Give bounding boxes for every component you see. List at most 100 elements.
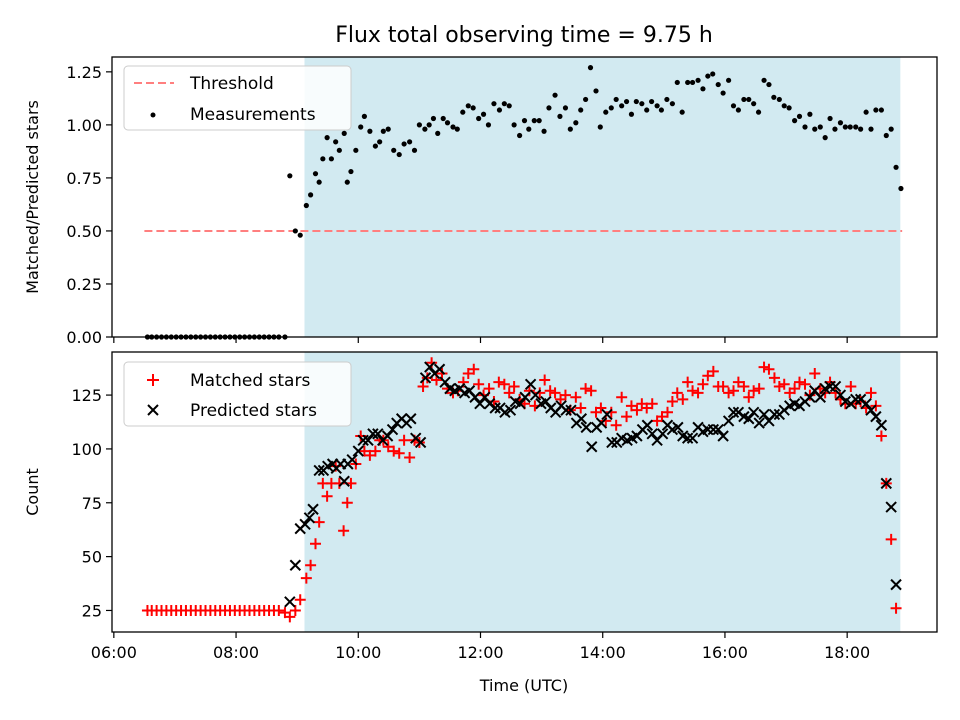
measurements-legend-label: Measurements <box>190 105 316 125</box>
matched-star-point <box>794 376 805 388</box>
matched-star-point <box>498 378 510 390</box>
counts-y-axis-label: Count <box>23 468 42 516</box>
predicted-star-point <box>303 512 316 524</box>
matched-star-point <box>534 387 546 399</box>
predicted-star-point <box>504 404 517 416</box>
measurement-point <box>771 94 777 100</box>
predicted-star-point <box>346 453 358 466</box>
matched-star-point <box>436 368 448 380</box>
predicted-star-point <box>722 415 735 427</box>
measurement-point <box>416 122 422 128</box>
counts-axes-frame <box>111 351 938 633</box>
matched-star-point <box>341 497 353 509</box>
predicted-star-point <box>381 430 394 442</box>
matched-star-point <box>559 389 571 401</box>
matched-star-point <box>646 398 658 410</box>
predicted-star-point <box>743 413 755 425</box>
matched-star-point <box>743 391 755 403</box>
matched-star-point <box>789 383 801 395</box>
measurement-point <box>411 147 418 153</box>
predicted-star-point <box>727 406 740 419</box>
measurement-point <box>720 90 726 96</box>
measurement-point <box>858 126 864 132</box>
x-tick-label: 08:00 <box>213 643 259 662</box>
measurement-point <box>470 105 476 111</box>
measurement-point <box>328 156 334 162</box>
matched-star-point <box>748 385 760 397</box>
counts-legend: Matched stars Predicted stars <box>123 361 352 427</box>
ratio-axes-frame <box>111 56 938 338</box>
predicted-star-point <box>284 596 296 608</box>
measurement-point <box>426 122 432 128</box>
measurement-point <box>639 101 645 107</box>
measurement-point <box>730 103 737 109</box>
measurement-point <box>557 113 563 119</box>
measurement-point <box>751 101 757 107</box>
matched-star-point <box>313 516 325 528</box>
predicted-star-point <box>524 378 537 391</box>
matched-legend-marker <box>147 374 159 386</box>
x-tick-label: 10:00 <box>335 643 381 662</box>
measurement-point <box>658 107 664 113</box>
measurement-point <box>868 126 874 132</box>
measurement-point <box>726 77 732 83</box>
matched-star-point <box>671 387 683 399</box>
y-tick-label: 1.25 <box>66 63 102 82</box>
x-tick-label: 14:00 <box>580 643 626 662</box>
matched-star-point <box>294 594 306 606</box>
predicted-star-point <box>601 408 613 421</box>
measurement-point <box>552 92 558 98</box>
measurement-point <box>608 105 614 111</box>
predicted-star-point <box>885 501 897 513</box>
predicted-star-point <box>313 464 325 477</box>
threshold-legend-label: Threshold <box>189 74 274 94</box>
measurement-point <box>842 124 848 130</box>
measurement-point <box>396 151 402 158</box>
matched-star-point <box>763 363 775 375</box>
predicted-star-point <box>560 404 572 416</box>
predicted-star-point <box>753 417 765 429</box>
predicted-star-point <box>865 404 877 416</box>
matched-star-point <box>875 430 887 442</box>
predicted-star-point <box>890 578 902 591</box>
measurement-point <box>832 126 838 132</box>
matched-star-point <box>417 380 429 392</box>
measurement-point <box>501 101 507 107</box>
x-tick-label: 18:00 <box>824 643 870 662</box>
matched-star-point <box>809 368 821 380</box>
matched-star-point <box>585 385 597 397</box>
matched-legend-label: Matched stars <box>190 371 310 391</box>
y-tick-label: 0.50 <box>66 222 102 241</box>
matched-star-point <box>539 374 551 386</box>
matched-star-point <box>473 378 485 390</box>
counts-legend-box <box>123 361 352 427</box>
measurement-point <box>391 147 397 153</box>
measurement-point <box>878 107 884 113</box>
measurement-point <box>812 126 818 132</box>
measurement-point <box>341 130 347 136</box>
measurement-point <box>303 202 309 209</box>
measurement-point <box>567 126 573 132</box>
y-tick-label: 0.00 <box>66 328 102 347</box>
measurement-point <box>827 115 833 122</box>
matched-star-point <box>508 380 520 392</box>
matched-star-point <box>662 406 673 418</box>
measurement-point <box>853 124 859 130</box>
measurement-point <box>654 103 660 109</box>
measurement-point <box>297 232 303 238</box>
matched-star-points <box>141 357 902 623</box>
predicted-star-point <box>707 423 720 436</box>
matched-star-point <box>778 378 790 390</box>
matched-star-point <box>575 402 587 414</box>
measurement-point <box>883 132 889 139</box>
matched-star-point <box>284 611 296 623</box>
measurement-point <box>603 109 609 115</box>
measurement-point <box>786 105 792 111</box>
measurement-point <box>292 228 298 234</box>
measurement-point <box>536 118 542 124</box>
matched-star-point <box>549 387 561 399</box>
y-tick-label: 125 <box>71 386 102 405</box>
measurement-point <box>573 120 579 126</box>
measurement-point <box>873 107 879 113</box>
measurement-point <box>521 118 528 124</box>
